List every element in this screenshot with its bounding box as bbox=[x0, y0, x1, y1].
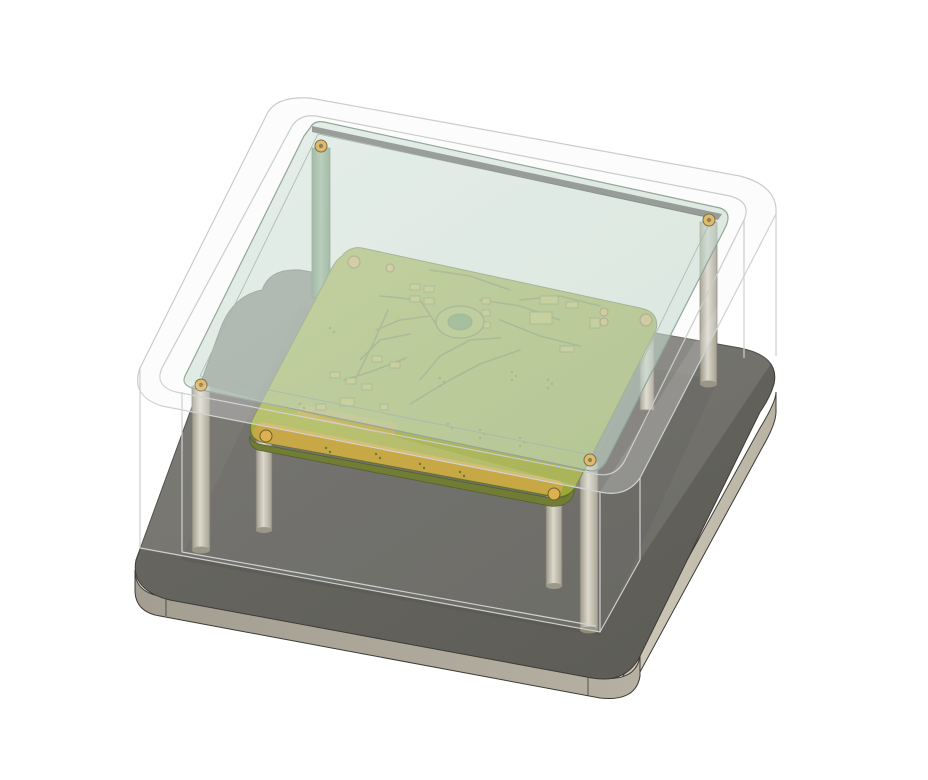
standoff-front-left bbox=[191, 385, 211, 554]
base-plate-front-face bbox=[134, 569, 641, 700]
pcb-copper-strip bbox=[253, 422, 564, 496]
enclosure-cover[interactable] bbox=[137, 97, 777, 633]
top-glass-lid[interactable] bbox=[183, 121, 729, 472]
top-glass-surface bbox=[183, 121, 729, 472]
